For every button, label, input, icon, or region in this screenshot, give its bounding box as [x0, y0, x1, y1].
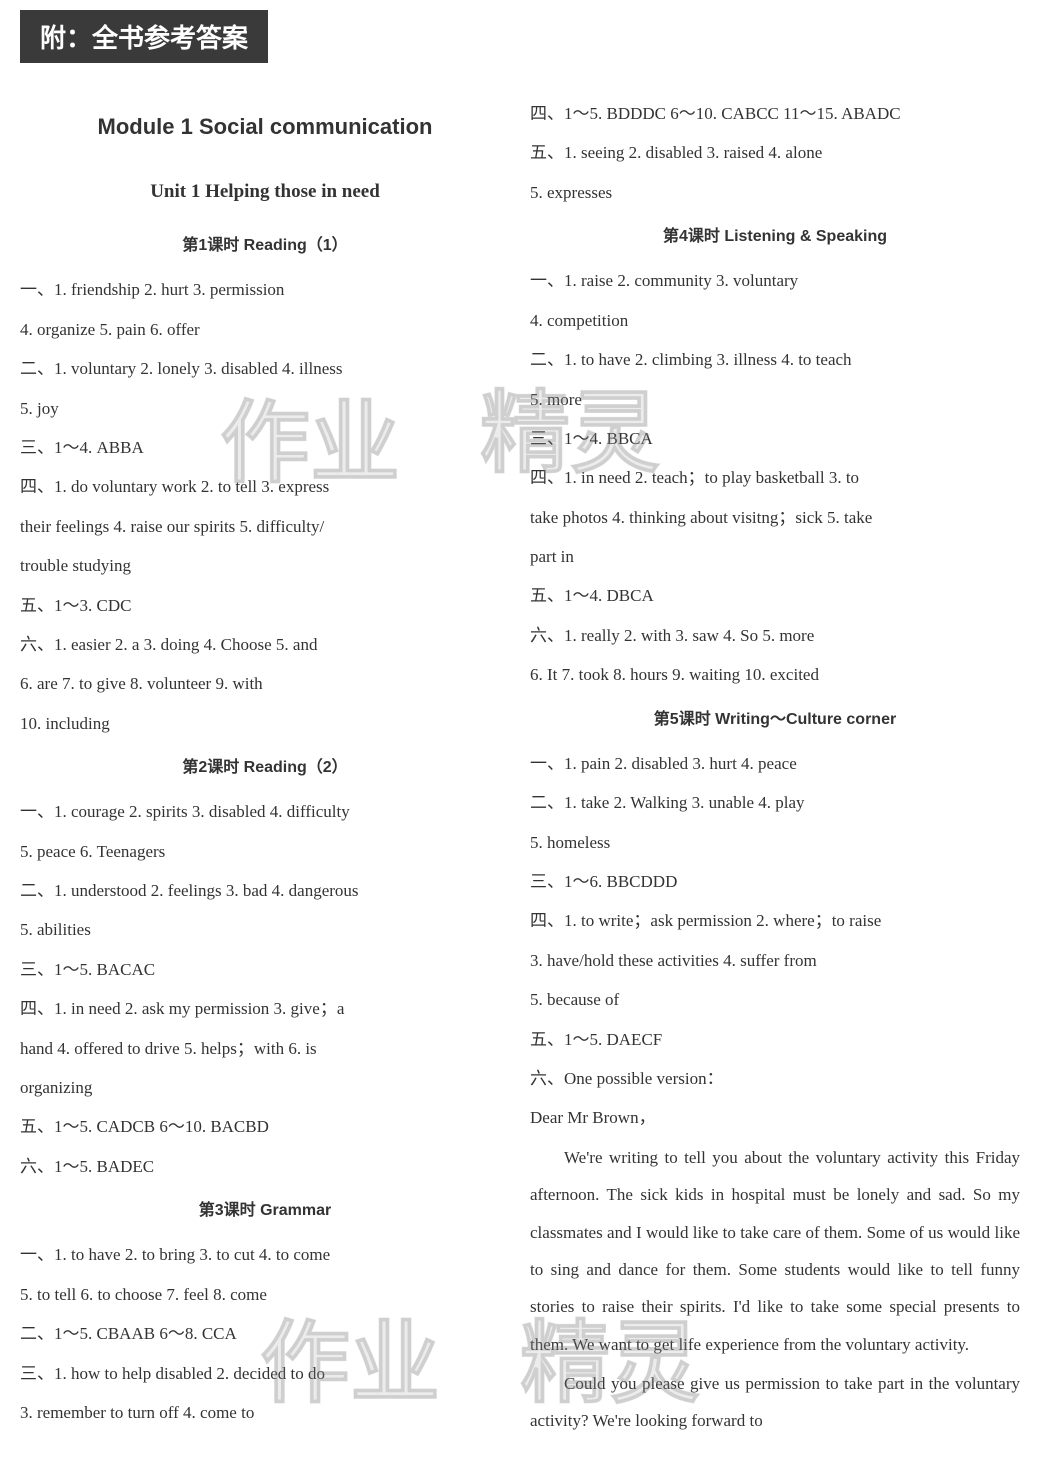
answer-line: 五、1～4. DBCA: [530, 577, 1020, 614]
answer-line: 六、1. easier 2. a 3. doing 4. Choose 5. a…: [20, 626, 510, 663]
answer-line: 二、1. take 2. Walking 3. unable 4. play: [530, 784, 1020, 821]
answer-line: 一、1. courage 2. spirits 3. disabled 4. d…: [20, 793, 510, 830]
answer-line: 一、1. raise 2. community 3. voluntary: [530, 262, 1020, 299]
answer-line: 四、1. in need 2. ask my permission 3. giv…: [20, 990, 510, 1027]
answer-line: 三、1～4. ABBA: [20, 429, 510, 466]
answer-line: 5. to tell 6. to choose 7. feel 8. come: [20, 1276, 510, 1313]
answer-line: 5. peace 6. Teenagers: [20, 833, 510, 870]
answer-line: 五、1～5. DAECF: [530, 1021, 1020, 1058]
lesson-2-title: 第2课时 Reading（2）: [20, 750, 510, 785]
answer-line: 一、1. pain 2. disabled 3. hurt 4. peace: [530, 745, 1020, 782]
answer-line: 6. are 7. to give 8. volunteer 9. with: [20, 665, 510, 702]
lesson-5-title: 第5课时 Writing～Culture corner: [530, 702, 1020, 737]
header-banner: 附：全书参考答案: [20, 10, 268, 63]
answer-line: 四、1. do voluntary work 2. to tell 3. exp…: [20, 468, 510, 505]
answer-line: 5. joy: [20, 390, 510, 427]
content-columns: Module 1 Social communication Unit 1 Hel…: [20, 93, 1020, 1442]
answer-line: 五、1～5. CADCB 6～10. BACBD: [20, 1108, 510, 1145]
lesson-1-title: 第1课时 Reading（1）: [20, 228, 510, 263]
unit-title: Unit 1 Helping those in need: [20, 171, 510, 213]
answer-line: 六、1. really 2. with 3. saw 4. So 5. more: [530, 617, 1020, 654]
answer-line: 3. remember to turn off 4. come to: [20, 1394, 510, 1431]
lesson-4-title: 第4课时 Listening & Speaking: [530, 219, 1020, 254]
answer-line: organizing: [20, 1069, 510, 1106]
answer-line: 四、1. to write；ask permission 2. where；to…: [530, 902, 1020, 939]
right-column: 四、1～5. BDDDC 6～10. CABCC 11～15. ABADC 五、…: [530, 93, 1020, 1442]
answer-line: 三、1～4. BBCA: [530, 420, 1020, 457]
essay-greeting: Dear Mr Brown，: [530, 1099, 1020, 1136]
answer-line: 10. including: [20, 705, 510, 742]
answer-line: part in: [530, 538, 1020, 575]
answer-line: 4. organize 5. pain 6. offer: [20, 311, 510, 348]
answer-line: 一、1. to have 2. to bring 3. to cut 4. to…: [20, 1236, 510, 1273]
answer-line: 四、1. in need 2. teach；to play basketball…: [530, 459, 1020, 496]
module-title: Module 1 Social communication: [20, 103, 510, 151]
answer-line: 5. abilities: [20, 911, 510, 948]
answer-line: 二、1. understood 2. feelings 3. bad 4. da…: [20, 872, 510, 909]
answer-line: 四、1～5. BDDDC 6～10. CABCC 11～15. ABADC: [530, 95, 1020, 132]
answer-line: 4. competition: [530, 302, 1020, 339]
answer-line: 一、1. friendship 2. hurt 3. permission: [20, 271, 510, 308]
answer-line: 5. expresses: [530, 174, 1020, 211]
left-column: Module 1 Social communication Unit 1 Hel…: [20, 93, 510, 1442]
answer-line: hand 4. offered to drive 5. helps；with 6…: [20, 1030, 510, 1067]
lesson-3-title: 第3课时 Grammar: [20, 1193, 510, 1228]
answer-line: 六、One possible version：: [530, 1060, 1020, 1097]
essay-body: We're writing to tell you about the volu…: [530, 1139, 1020, 1363]
essay-body: Could you please give us permission to t…: [530, 1365, 1020, 1440]
answer-line: 5. more: [530, 381, 1020, 418]
answer-line: their feelings 4. raise our spirits 5. d…: [20, 508, 510, 545]
answer-line: 6. It 7. took 8. hours 9. waiting 10. ex…: [530, 656, 1020, 693]
answer-line: 二、1. to have 2. climbing 3. illness 4. t…: [530, 341, 1020, 378]
answer-line: 三、1～6. BBCDDD: [530, 863, 1020, 900]
answer-line: 3. have/hold these activities 4. suffer …: [530, 942, 1020, 979]
answer-line: 二、1～5. CBAAB 6～8. CCA: [20, 1315, 510, 1352]
answer-line: 5. because of: [530, 981, 1020, 1018]
answer-line: 5. homeless: [530, 824, 1020, 861]
answer-line: 六、1～5. BADEC: [20, 1148, 510, 1185]
answer-line: 三、1～5. BACAC: [20, 951, 510, 988]
answer-line: trouble studying: [20, 547, 510, 584]
answer-line: 五、1～3. CDC: [20, 587, 510, 624]
answer-line: 五、1. seeing 2. disabled 3. raised 4. alo…: [530, 134, 1020, 171]
answer-line: 二、1. voluntary 2. lonely 3. disabled 4. …: [20, 350, 510, 387]
answer-line: 三、1. how to help disabled 2. decided to …: [20, 1355, 510, 1392]
answer-line: take photos 4. thinking about visitng；si…: [530, 499, 1020, 536]
